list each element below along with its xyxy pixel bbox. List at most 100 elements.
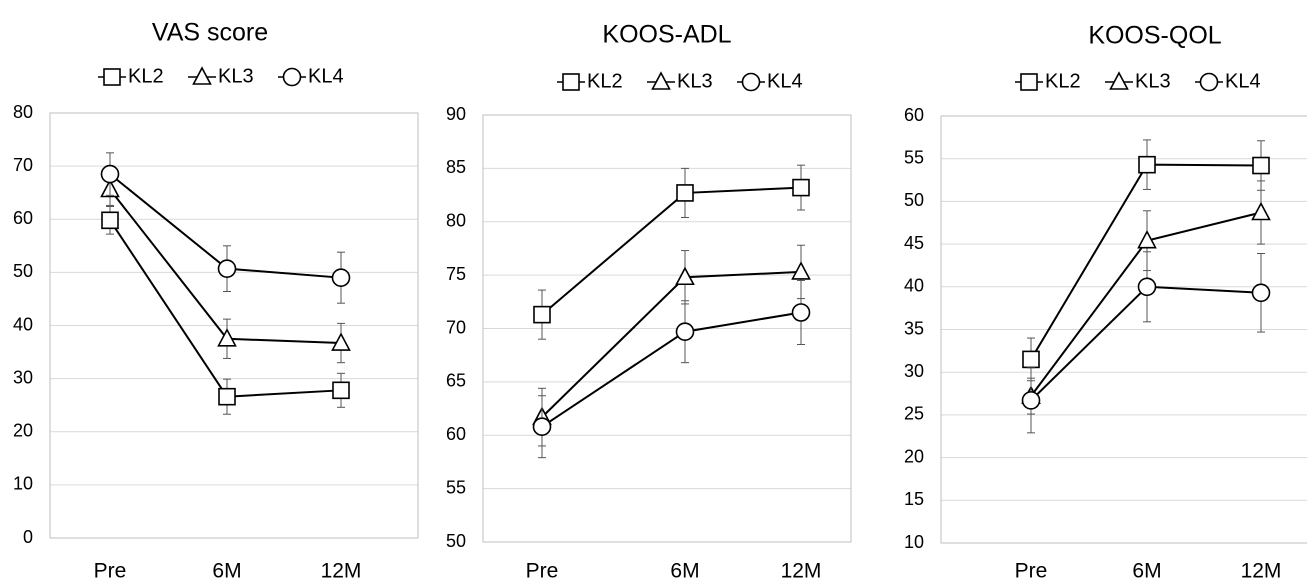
y-tick-label: 15 [904,489,924,509]
x-tick-label: 12M [321,560,362,583]
legend-marker-kl2 [562,73,580,91]
data-point-kl2-12m [1252,156,1270,175]
legend-marker-kl4 [282,67,302,87]
data-point-kl3-12m [1251,201,1271,221]
series-kl4 [532,279,811,459]
series-line [109,219,342,398]
data-point-kl4-6m [217,259,237,278]
legend-label-kl3: KL3 [677,70,713,92]
x-tick-label: 12M [781,560,822,583]
y-tick-label: 55 [904,147,924,167]
x-tick-label: 12M [1241,560,1282,583]
data-point-kl3-6m [675,266,695,286]
y-tick-label: 70 [13,155,33,175]
data-point-kl2-6m [676,184,694,202]
legend-marker-kl2 [1020,73,1038,91]
plot-area [49,112,419,539]
y-tick-label: 40 [904,276,924,296]
y-tick-label: 85 [446,157,466,177]
data-point-kl4-pre [100,164,120,184]
legend-label-kl4: KL4 [767,70,803,92]
data-point-kl4-6m [675,322,695,342]
data-point-kl4-12m [1251,283,1271,303]
legend-label-kl2: KL2 [128,65,164,87]
legend-marker-kl3 [1109,71,1129,90]
chart-title: KOOS-QOL [1088,22,1221,50]
y-tick-label: 70 [446,317,466,337]
y-tick-label: 65 [446,371,466,391]
x-tick-label: 6M [1132,560,1161,583]
x-tick-label: Pre [1015,560,1048,583]
y-tick-label: 75 [446,264,466,284]
data-point-kl2-pre [1022,350,1040,369]
data-point-kl3-6m [1137,229,1157,249]
series-kl2 [101,206,350,415]
data-point-kl2-12m [792,178,810,197]
legend-label-kl4: KL4 [1225,70,1261,92]
chart-panel-3: KOOS-QOL 10 15 20 25 30 35 40 45 50 55 60 Pre 6M 12M KL… [904,22,1307,583]
legend-label-kl2: KL2 [1045,70,1081,92]
data-point-kl3-6m [217,328,237,347]
data-point-kl2-12m [332,381,350,400]
y-tick-label: 80 [446,211,466,231]
legend: KL2 KL3 KL4 [1015,70,1261,92]
chart-panel-2: KOOS-ADL 50 55 60 65 70 75 80 85 90 Pre 6M 12M KL2 KL3… [446,21,852,583]
series-kl4 [1021,251,1271,434]
legend-marker-kl3 [651,71,671,90]
data-point-kl3-12m [331,332,351,351]
y-tick-label: 90 [446,104,466,124]
plot-area [940,115,1307,544]
y-tick-label: 25 [904,404,924,424]
legend-label-kl2: KL2 [587,70,623,92]
data-point-kl2-pre [533,305,551,324]
series-kl3 [1021,180,1271,415]
legend: KL2 KL3 KL4 [557,70,803,92]
chart-title: VAS score [152,19,268,47]
legend-marker-kl2 [103,68,121,86]
y-tick-label: 50 [446,531,466,551]
series-kl4 [100,152,351,304]
x-tick-label: 6M [212,560,241,583]
y-tick-label: 55 [446,477,466,497]
legend: KL2 KL3 KL4 [98,65,344,87]
y-tick-label: 60 [904,105,924,125]
y-tick-label: 45 [904,233,924,253]
legend-label-kl3: KL3 [218,65,254,87]
series-line [541,311,802,428]
data-point-kl4-12m [331,268,351,287]
x-tick-label: Pre [94,560,127,583]
series-line [541,270,802,418]
y-tick-label: 10 [904,532,924,552]
series-line [1030,163,1262,360]
y-tick-label: 50 [13,261,33,281]
y-tick-label: 60 [13,208,33,228]
y-tick-label: 35 [904,318,924,338]
data-point-kl4-12m [791,303,811,322]
y-tick-label: 0 [23,527,33,547]
y-tick-label: 60 [446,424,466,444]
y-tick-label: 10 [13,474,33,494]
data-point-kl2-6m [218,387,236,406]
data-point-kl3-12m [791,261,811,280]
y-tick-label: 40 [13,314,33,334]
data-point-kl2-pre [101,211,119,230]
series-line [1030,285,1262,402]
series-line [541,186,802,316]
y-tick-label: 20 [904,446,924,466]
y-tick-label: 50 [904,190,924,210]
chart-panel-1: VAS score 0 10 20 30 40 50 60 70 80 Pre 6M 12M KL2 KL3… [13,19,419,583]
y-tick-label: 30 [13,367,33,387]
legend-marker-kl4 [1199,72,1219,92]
legend-label-kl4: KL4 [308,65,344,87]
data-point-kl2-6m [1138,155,1156,174]
y-tick-label: 80 [13,102,33,122]
legend-marker-kl4 [741,72,761,92]
plot-area [482,114,852,543]
y-tick-label: 20 [13,421,33,441]
x-tick-label: 6M [670,560,699,583]
data-point-kl4-6m [1137,277,1157,297]
series-kl2 [533,164,810,340]
data-point-kl4-pre [1021,391,1041,410]
legend-label-kl3: KL3 [1135,70,1171,92]
